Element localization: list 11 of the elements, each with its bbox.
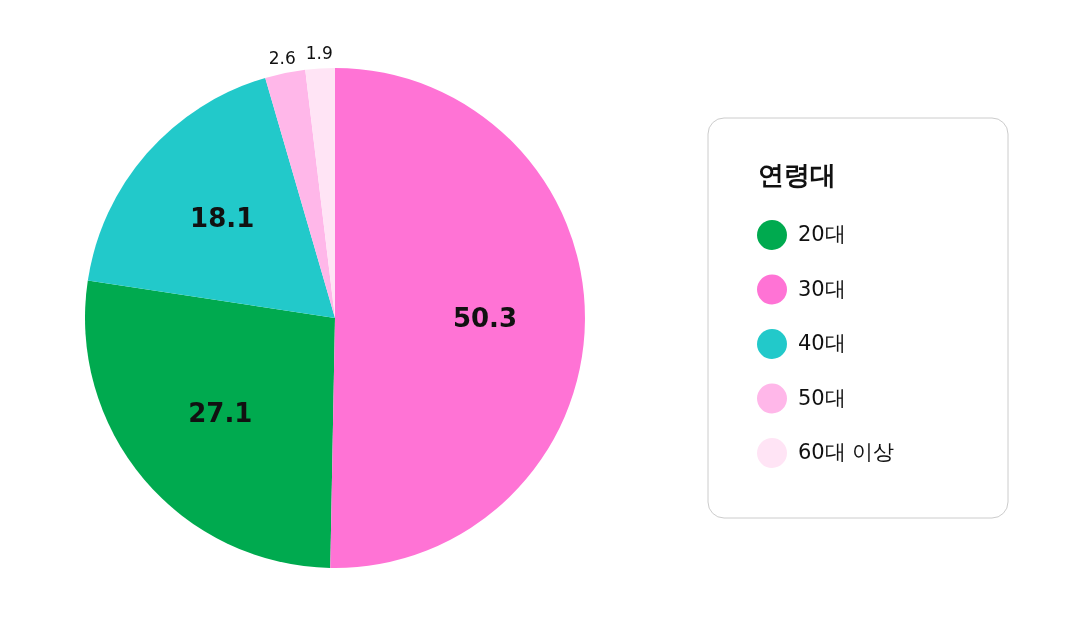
data-label: 1.9 [305, 43, 333, 64]
data-label: 18.1 [190, 202, 255, 233]
legend-label: 60대 이상 [798, 440, 895, 464]
data-label: 27.1 [188, 398, 253, 429]
legend-label: 40대 [798, 331, 846, 355]
legend-title: 연령대 [758, 160, 836, 190]
legend-label: 30대 [798, 276, 846, 301]
legend-label: 50대 [798, 385, 846, 410]
data-label: 2.6 [268, 48, 296, 69]
data-label: 50.3 [452, 302, 518, 333]
legend-label: 20대 [798, 222, 846, 246]
